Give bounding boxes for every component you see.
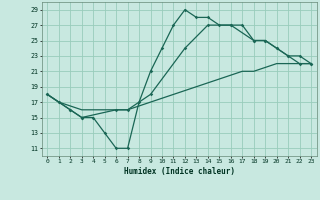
X-axis label: Humidex (Indice chaleur): Humidex (Indice chaleur) <box>124 167 235 176</box>
